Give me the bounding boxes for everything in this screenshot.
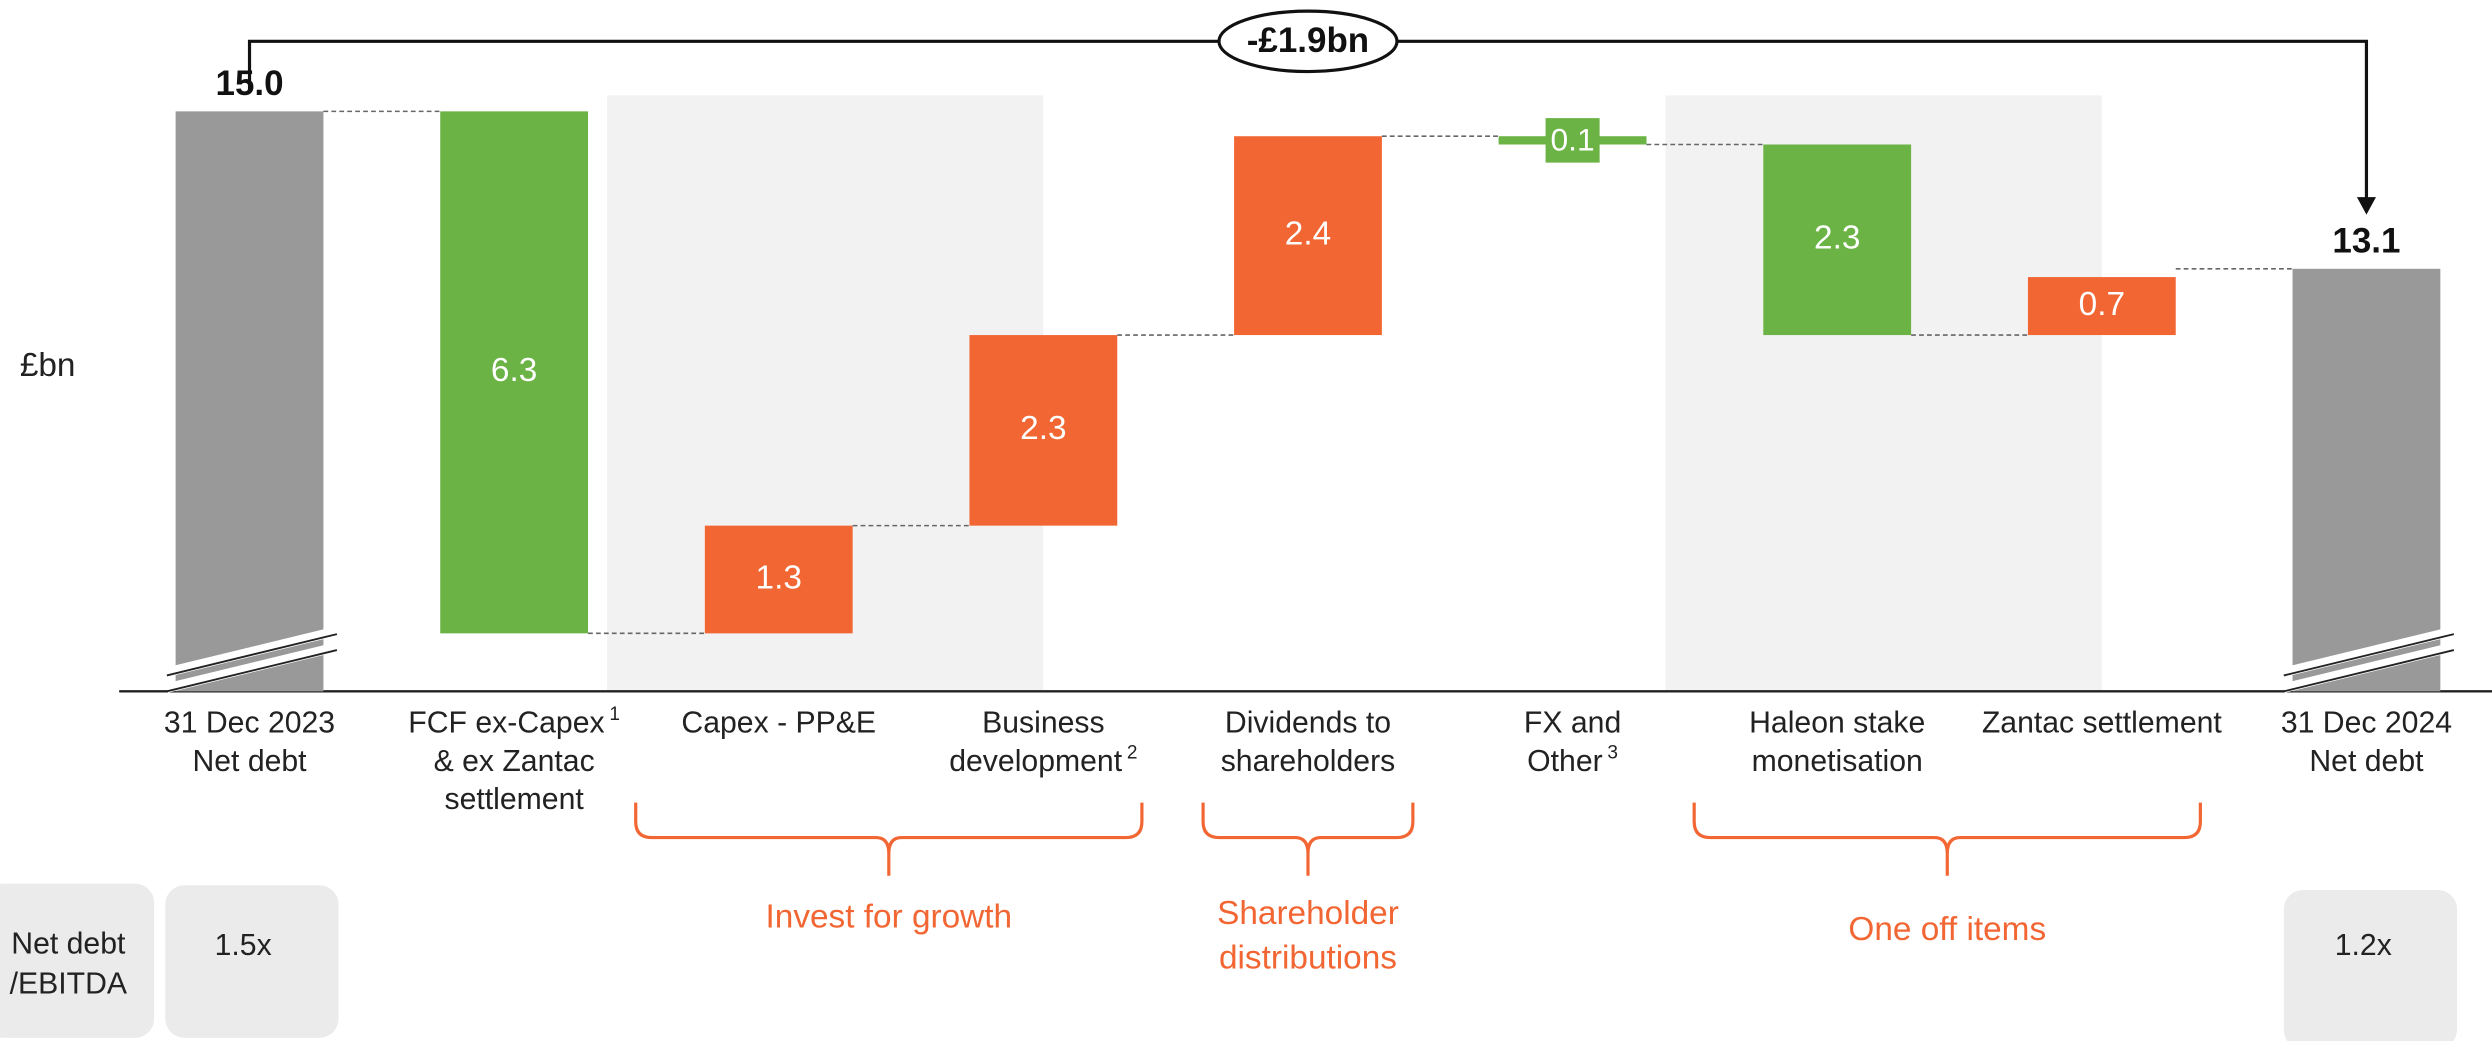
annotation-box: [1217, 9, 1399, 74]
bar: [2027, 277, 2176, 336]
axis-break: [165, 626, 339, 693]
x-tick-label: 31 Dec 2023: [164, 707, 335, 740]
x-tick-label-line: development: [949, 745, 1122, 778]
axis-break: [2282, 626, 2455, 693]
x-tick-label-line: Haleon stake: [1749, 707, 1925, 740]
footnote-mark: 2: [1127, 742, 1138, 763]
x-tick-label-line: monetisation: [1752, 745, 1923, 778]
x-tick-label: monetisation: [1752, 745, 1923, 778]
ratio-value: 1.2x: [2335, 929, 2392, 962]
ratio-label-box: [0, 883, 155, 1038]
x-tick-label: & ex Zantac: [434, 745, 595, 778]
x-tick-label: development 2: [949, 742, 1137, 777]
x-tick-label-line: Other: [1527, 745, 1603, 778]
x-tick-label-line: & ex Zantac: [434, 745, 595, 778]
x-tick-label: shareholders: [1221, 745, 1396, 778]
value-label: 2.3: [1020, 410, 1066, 447]
x-tick-label: Net debt: [192, 745, 307, 778]
footnote-mark: 3: [1607, 742, 1618, 763]
axis-break-line: [166, 633, 338, 693]
arrow-head: [2356, 197, 2376, 215]
value-label: 0.1: [1551, 121, 1595, 157]
x-tick-label-line: Business: [982, 707, 1105, 740]
x-tick-label: Net debt: [2309, 745, 2424, 778]
value-label: 6.3: [491, 352, 537, 389]
x-tick-label-line: 31 Dec 2023: [164, 707, 335, 740]
bar: [2292, 268, 2441, 692]
footnote-mark: 1: [609, 704, 620, 725]
ratio-box: [2283, 890, 2458, 1046]
bar: [175, 111, 324, 692]
x-tick-label-line: Net debt: [2309, 745, 2424, 778]
bar: [969, 335, 1118, 526]
x-tick-label: settlement: [445, 783, 585, 816]
value-label: 13.1: [2332, 222, 2400, 261]
x-tick-label: FX and: [1524, 707, 1621, 740]
x-tick-label-line: FX and: [1524, 707, 1621, 740]
group-brace: [1201, 802, 1415, 876]
x-tick-label-line: shareholders: [1221, 745, 1396, 778]
bar: [440, 111, 589, 634]
value-label: 0.7: [2079, 286, 2125, 323]
group-brace: [634, 802, 1144, 876]
group-label: Shareholder: [1217, 895, 1399, 932]
x-tick-label: Business: [982, 707, 1105, 740]
group-label: One off items: [1848, 911, 2046, 948]
ratio-label: Net debt: [11, 928, 126, 961]
value-label: 2.4: [1285, 215, 1331, 252]
x-tick-label-line: 31 Dec 2024: [2281, 707, 2452, 740]
x-tick-label: Other 3: [1527, 742, 1618, 777]
x-tick-label: 31 Dec 2024: [2281, 707, 2452, 740]
bar: [1763, 144, 1912, 336]
ratio-box: [165, 885, 339, 1038]
x-tick-label: FCF ex-Capex 1: [408, 704, 620, 739]
x-tick-label-line: Capex - PP&E: [681, 707, 876, 740]
value-label-box: [1545, 118, 1600, 163]
bar: [704, 525, 853, 634]
x-tick-label-line: Dividends to: [1225, 707, 1391, 740]
bar: [1234, 136, 1382, 336]
y-axis-label: £bn: [20, 347, 76, 384]
x-tick-label: Capex - PP&E: [681, 707, 876, 740]
group-brace: [1692, 802, 2202, 876]
x-tick-label: Dividends to: [1225, 707, 1391, 740]
x-tick-label-line: settlement: [445, 783, 585, 816]
value-label: 2.3: [1814, 220, 1860, 257]
ratio-value: 1.5x: [215, 929, 272, 962]
annotation: -£1.9bn: [1247, 21, 1369, 60]
x-tick-label-line: Net debt: [192, 745, 307, 778]
ratio-label: /EBITDA: [10, 967, 128, 1000]
x-tick-label: Haleon stake: [1749, 707, 1925, 740]
group-label: Invest for growth: [766, 898, 1013, 935]
x-tick-label: Zantac settlement: [1982, 707, 2223, 740]
group-label: distributions: [1219, 940, 1397, 977]
x-tick-label-line: FCF ex-Capex: [408, 707, 604, 740]
value-label: 1.3: [756, 559, 802, 596]
x-tick-label-line: Zantac settlement: [1982, 707, 2223, 740]
axis-break-line: [2283, 633, 2455, 693]
